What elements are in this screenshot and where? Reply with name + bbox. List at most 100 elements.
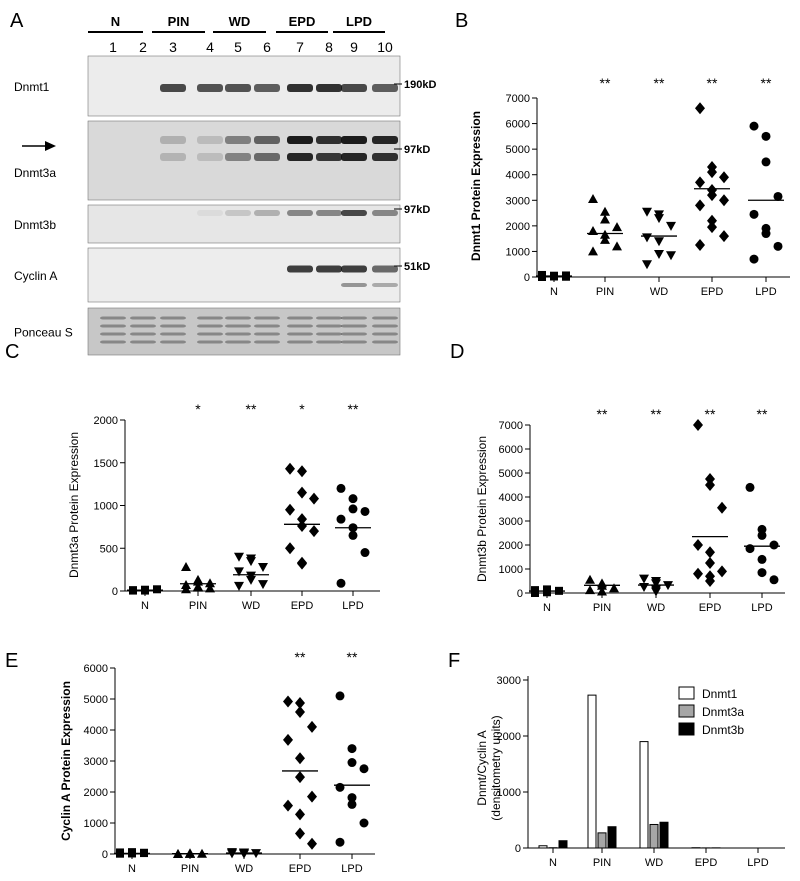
y-tick-label: 2000 — [497, 731, 521, 743]
band — [341, 265, 367, 273]
data-point — [707, 214, 717, 227]
data-point — [347, 758, 357, 768]
data-point — [295, 697, 305, 710]
band — [160, 340, 186, 344]
data-point — [347, 744, 357, 754]
bar-dnmt3b — [607, 826, 617, 849]
band — [160, 153, 186, 161]
data-point — [307, 790, 317, 803]
data-point — [283, 695, 293, 708]
western-blot-panel: N PIN WD EPD LPD 1 2 3 4 5 6 7 8 9 10 Dnmt1 190kD Dnmt3a 9… — [14, 14, 436, 356]
data-point — [693, 539, 703, 551]
x-tick-label: LPD — [342, 600, 363, 612]
data-point — [297, 486, 307, 499]
band — [372, 316, 398, 320]
x-tick-label: LPD — [341, 863, 362, 875]
band — [197, 340, 223, 344]
y-tick-label: 0 — [112, 586, 118, 598]
data-point — [193, 582, 203, 592]
lane-number-3: 3 — [169, 39, 177, 55]
x-tick-label: EPD — [695, 857, 718, 869]
significance-marker: ** — [761, 75, 772, 91]
x-tick-label: LPD — [755, 286, 776, 298]
data-point — [609, 583, 619, 593]
band — [372, 340, 398, 344]
significance-marker: ** — [246, 401, 257, 417]
y-axis-label: Cyclin A Protein Expression — [59, 681, 73, 841]
data-point — [588, 194, 598, 204]
data-point — [717, 501, 727, 514]
band — [130, 332, 156, 336]
chart-e: 0 1000 2000 3000 4000 5000 6000 N PIN WD EPD ** LPD *… — [59, 649, 375, 875]
data-point — [600, 234, 610, 244]
data-point — [612, 222, 622, 232]
data-point — [654, 237, 664, 247]
x-tick-label: PIN — [596, 286, 614, 298]
x-tick-label: PIN — [181, 863, 199, 875]
data-point — [769, 575, 779, 585]
data-point — [600, 206, 610, 216]
size-marker-0: 190kD — [404, 79, 436, 91]
group-label-lpd: LPD — [346, 14, 372, 29]
y-tick-label: 1000 — [506, 246, 530, 258]
size-marker-2: 97kD — [404, 204, 430, 216]
band — [197, 324, 223, 328]
legend-swatch-dnmt3a — [678, 704, 695, 718]
arrow-icon — [45, 141, 56, 151]
data-point — [285, 503, 295, 516]
band — [287, 316, 313, 320]
group-label-wd: WD — [229, 14, 251, 29]
group-label-pin: PIN — [168, 14, 190, 29]
chart-d: 0 1000 2000 3000 4000 5000 6000 7000 N PIN ** WD ** E… — [475, 406, 785, 614]
data-point — [181, 562, 191, 572]
y-tick-label: 500 — [100, 543, 118, 555]
band — [372, 283, 398, 287]
band — [130, 316, 156, 320]
data-point — [705, 557, 715, 569]
blot-strip-4 — [87, 307, 401, 356]
x-tick-label: PIN — [593, 857, 611, 869]
data-point — [297, 557, 307, 570]
blot-strip-3 — [87, 247, 401, 303]
data-point — [297, 520, 307, 533]
blot-row-label-4: Ponceau S — [14, 326, 73, 340]
band — [160, 136, 186, 144]
bar-dnmt3b — [558, 840, 568, 849]
x-tick-label: N — [141, 600, 149, 612]
x-tick-label: N — [543, 602, 551, 614]
data-point — [347, 799, 357, 809]
data-point — [705, 546, 715, 559]
data-point — [612, 241, 622, 251]
lane-number-10: 10 — [377, 39, 393, 55]
data-point — [654, 214, 664, 224]
data-point — [336, 578, 346, 588]
data-point — [153, 585, 161, 594]
panel-letter-c: C — [5, 341, 19, 363]
panel-letter-a: A — [10, 10, 24, 32]
y-tick-label: 4000 — [499, 492, 523, 504]
group-label-epd: EPD — [289, 14, 316, 29]
band — [225, 210, 251, 216]
size-marker-3: 51kD — [404, 261, 430, 273]
chart-c: 0 500 1000 1500 2000 N PIN * WD ** EPD * LPD ** Dnmt3a… — [67, 401, 380, 612]
data-point — [707, 166, 717, 179]
data-point — [600, 214, 610, 224]
band — [225, 316, 251, 320]
x-tick-label: LPD — [751, 602, 772, 614]
band — [100, 316, 126, 320]
data-point — [642, 207, 652, 217]
band — [130, 340, 156, 344]
lane-number-4: 4 — [206, 39, 214, 55]
band — [225, 153, 251, 161]
bar-dnmt1 — [587, 694, 597, 849]
data-point — [295, 706, 305, 719]
data-point — [234, 567, 244, 577]
data-point — [693, 567, 703, 580]
data-point — [695, 176, 705, 189]
y-tick-label: 6000 — [506, 119, 530, 131]
data-point — [531, 586, 539, 595]
data-point — [543, 587, 551, 596]
band — [287, 84, 313, 92]
legend-label-dnmt3a: Dnmt3a — [702, 705, 744, 719]
data-point — [307, 837, 317, 850]
